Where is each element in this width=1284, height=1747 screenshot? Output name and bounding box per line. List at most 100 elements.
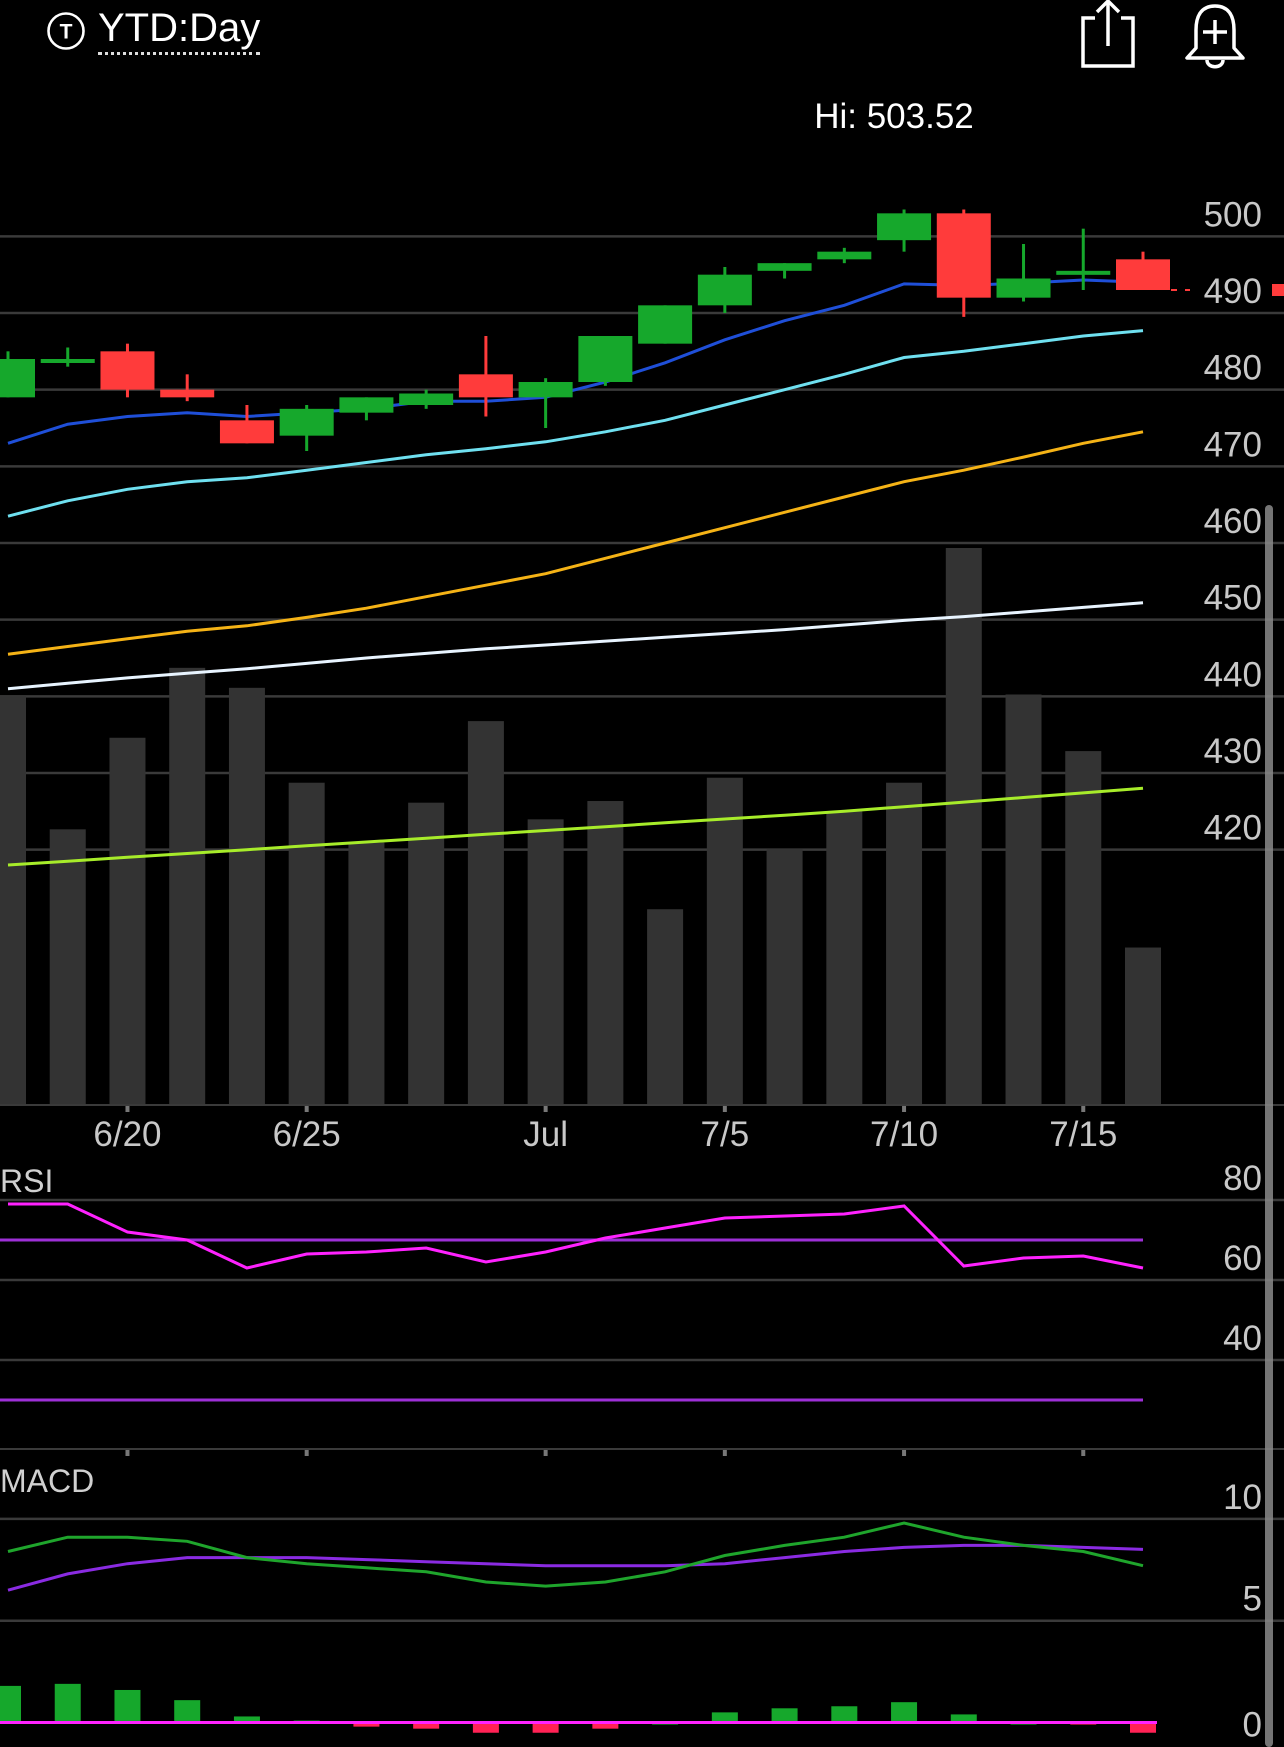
volume-bar bbox=[587, 801, 624, 1104]
candle-body-down bbox=[458, 374, 513, 398]
macd-histogram-bar bbox=[353, 1722, 380, 1727]
add-alert-bell-icon[interactable] bbox=[1180, 0, 1250, 72]
macd-panel: 10 5 0 bbox=[0, 1478, 1284, 1745]
candle-body-down bbox=[160, 389, 215, 398]
macd-tick-label: 0 bbox=[1243, 1706, 1262, 1745]
macd-tick-label: 10 bbox=[1223, 1478, 1262, 1517]
volume-bar bbox=[169, 667, 206, 1104]
ticker-t-letter: T bbox=[60, 20, 73, 43]
price-tick-label: 420 bbox=[1204, 809, 1262, 848]
volume-bar bbox=[766, 849, 803, 1104]
candle-body-up bbox=[638, 305, 693, 344]
date-tick-label: 6/25 bbox=[273, 1115, 341, 1154]
candle-body-down bbox=[219, 420, 274, 444]
macd-histogram-bar bbox=[0, 1685, 21, 1723]
candle-body-up bbox=[1056, 270, 1111, 275]
volume-bar bbox=[1065, 751, 1102, 1104]
volume-bar bbox=[408, 802, 445, 1104]
volume-bar bbox=[527, 819, 564, 1104]
volume-bar bbox=[288, 782, 325, 1104]
date-tick-label: Jul bbox=[523, 1115, 568, 1154]
date-tick-label: 7/10 bbox=[870, 1115, 938, 1154]
macd-histogram-bar bbox=[233, 1716, 260, 1723]
macd-histogram-bar bbox=[174, 1700, 201, 1723]
candle-body-down bbox=[100, 351, 155, 390]
date-tick-label: 7/5 bbox=[701, 1115, 750, 1154]
price-axis-labels: 500 490 480 470 460 450 440 430 420 bbox=[1204, 195, 1262, 847]
rsi-tick-label: 60 bbox=[1223, 1239, 1262, 1278]
price-tick-label: 450 bbox=[1204, 579, 1262, 618]
share-icon[interactable] bbox=[1078, 0, 1148, 72]
candle-body-up bbox=[339, 397, 394, 413]
vertical-scrollbar[interactable] bbox=[1265, 505, 1273, 1747]
rsi-line bbox=[8, 1202, 1144, 1270]
date-tick-label: 7/15 bbox=[1049, 1115, 1117, 1154]
candle-body-up bbox=[996, 278, 1051, 298]
price-tick-label: 470 bbox=[1204, 425, 1262, 464]
candle-body-up bbox=[697, 274, 752, 306]
macd-tick-label: 5 bbox=[1243, 1580, 1262, 1619]
price-tick-label: 460 bbox=[1204, 502, 1262, 541]
volume-bar bbox=[467, 721, 504, 1104]
volume-bar bbox=[109, 737, 146, 1104]
ticker-t-circle-icon: T bbox=[47, 11, 85, 50]
volume-bar bbox=[1005, 694, 1042, 1104]
range-label: YTD:Day bbox=[98, 6, 261, 55]
candlesticks bbox=[0, 209, 1284, 451]
moving-average-line bbox=[7, 430, 1144, 656]
moving-average-line bbox=[7, 601, 1144, 691]
macd-histogram-bar bbox=[532, 1722, 559, 1733]
volume-bar bbox=[228, 687, 265, 1104]
moving-average-line bbox=[7, 278, 1144, 445]
date-axis-labels: 6/20 6/25 Jul 7/5 7/10 7/15 bbox=[93, 1106, 1117, 1154]
rsi-panel: 80 60 40 bbox=[0, 1159, 1284, 1456]
high-price-label: Hi: 503.52 bbox=[814, 97, 974, 136]
volume-bars bbox=[0, 547, 1161, 1104]
price-tick-label: 480 bbox=[1204, 349, 1262, 388]
macd-histogram-bar bbox=[114, 1689, 141, 1723]
macd-histogram-bar bbox=[950, 1714, 977, 1723]
volume-bar bbox=[1125, 947, 1161, 1104]
date-tick-label: 6/20 bbox=[93, 1115, 161, 1154]
range-selector-button[interactable]: T YTD:Day bbox=[46, 6, 261, 55]
volume-bar bbox=[49, 829, 86, 1104]
volume-bar bbox=[348, 842, 385, 1104]
moving-average-line bbox=[7, 786, 1144, 867]
macd-histogram-bar bbox=[831, 1706, 858, 1723]
moving-average-line bbox=[7, 329, 1144, 518]
volume-bar bbox=[706, 777, 743, 1104]
candle-body-up bbox=[757, 263, 812, 271]
volume-bar bbox=[945, 547, 982, 1104]
rsi-tick-label: 80 bbox=[1223, 1159, 1262, 1198]
volume-bar bbox=[0, 696, 26, 1104]
macd-histogram-bar bbox=[413, 1722, 440, 1729]
candle-body-up bbox=[817, 251, 872, 260]
last-price-marker bbox=[1272, 284, 1284, 296]
macd-histogram-bar bbox=[472, 1722, 499, 1733]
candle-body-up bbox=[518, 382, 573, 398]
macd-histogram-bar bbox=[771, 1708, 798, 1723]
candle-body-down bbox=[1116, 259, 1170, 290]
macd-histogram-bar bbox=[711, 1712, 738, 1723]
macd-line bbox=[7, 1521, 1144, 1588]
candle-body-up bbox=[40, 359, 95, 363]
rsi-title: RSI bbox=[0, 1163, 53, 1199]
macd-signal-line bbox=[7, 1543, 1144, 1592]
candle-body-up bbox=[877, 213, 932, 241]
macd-histogram-bar bbox=[891, 1702, 918, 1723]
chart-header: T YTD:Day bbox=[0, 0, 1284, 80]
macd-title: MACD bbox=[0, 1463, 94, 1499]
volume-bar bbox=[647, 909, 684, 1104]
price-tick-label: 500 bbox=[1204, 195, 1262, 234]
macd-histogram-bar bbox=[1130, 1722, 1156, 1733]
price-tick-label: 440 bbox=[1204, 655, 1262, 694]
candle-body-down bbox=[936, 213, 991, 298]
candle-body-up bbox=[578, 336, 633, 382]
price-gridlines bbox=[0, 235, 1284, 1106]
candle-body-up bbox=[279, 408, 334, 436]
rsi-tick-label: 40 bbox=[1223, 1319, 1262, 1358]
macd-histogram-bar bbox=[54, 1683, 81, 1723]
macd-histogram-bar bbox=[592, 1722, 619, 1729]
candle-body-up bbox=[0, 359, 35, 398]
